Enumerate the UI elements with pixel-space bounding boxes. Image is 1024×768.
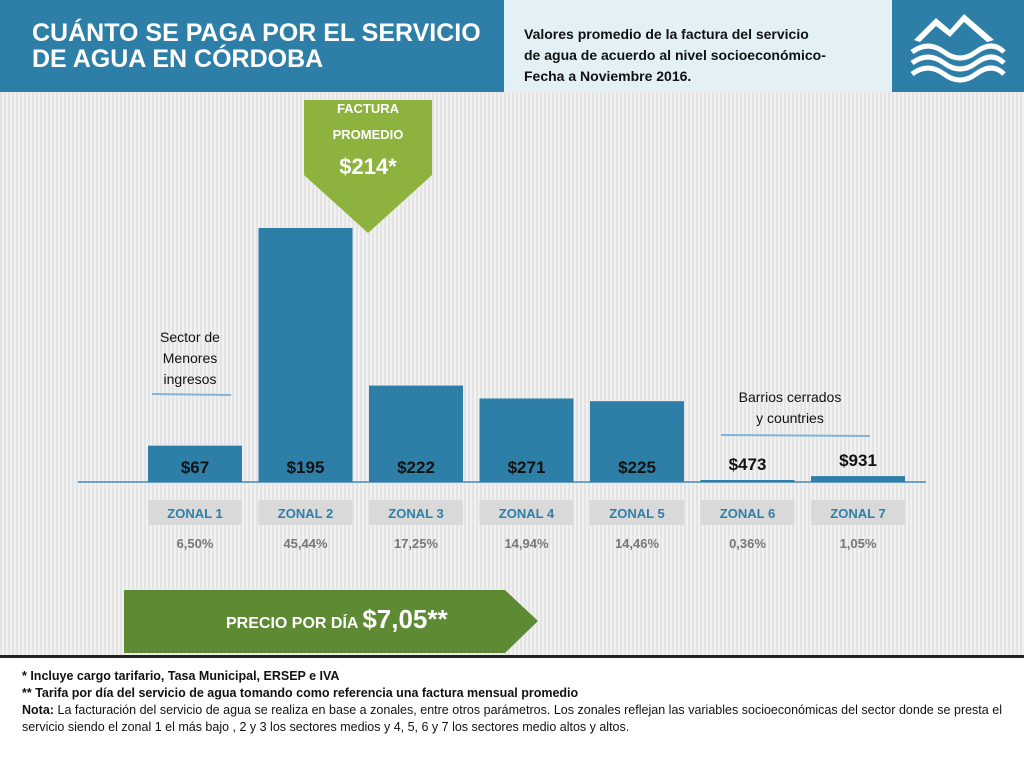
zone-label-3: ZONAL 3 xyxy=(388,506,443,521)
zone-share-6: 0,36% xyxy=(729,536,766,551)
callout-label-line-1: FACTURA xyxy=(336,101,400,116)
zone-share-7: 1,05% xyxy=(840,536,877,551)
price-per-day: PRECIO POR DÍA $7,05** xyxy=(226,604,448,635)
zone-label-6: ZONAL 6 xyxy=(720,506,775,521)
high-annotation-line-1: Barrios cerrados xyxy=(738,389,842,405)
bar-value-label-2: $195 xyxy=(287,458,325,477)
callout-label: FACTURA PROMEDIO xyxy=(304,96,432,148)
zone-label-box-3 xyxy=(369,500,463,525)
title-line-1: CUÁNTO SE PAGA POR EL SERVICIO xyxy=(32,19,481,47)
callout-arrow xyxy=(304,100,432,233)
header: CUÁNTO SE PAGA POR EL SERVICIO DE AGUA E… xyxy=(0,0,1024,92)
callout-value: $214* xyxy=(339,154,397,179)
bar-zonal-4 xyxy=(479,398,574,482)
bar-zonal-2 xyxy=(258,228,353,482)
subtitle-box: Valores promedio de la factura del servi… xyxy=(504,0,892,92)
bar-zonal-3 xyxy=(369,385,463,482)
bar-zonal-1 xyxy=(148,445,242,482)
bar-value-label-4: $271 xyxy=(508,458,546,477)
subtitle-line-1: Valores promedio de la factura del servi… xyxy=(524,26,809,42)
callout-label-line-2: PROMEDIO xyxy=(332,127,404,142)
zone-label-box-6 xyxy=(700,500,795,525)
zone-label-box-2 xyxy=(258,500,353,525)
logo-box xyxy=(892,0,1024,92)
footnote-1: * Incluye cargo tarifario, Tasa Municipa… xyxy=(22,669,340,683)
zone-label-7: ZONAL 7 xyxy=(830,506,885,521)
zone-label-box-4 xyxy=(479,500,574,525)
footer-divider xyxy=(0,655,1024,658)
bar-value-label-6: $473 xyxy=(729,455,767,474)
low-annotation-line-3: ingresos xyxy=(163,371,217,387)
bar-zonal-7 xyxy=(811,476,905,482)
bar-value-label-3: $222 xyxy=(397,458,435,477)
zone-label-box-7 xyxy=(811,500,905,525)
high-annotation-underline xyxy=(720,434,871,437)
page-title: CUÁNTO SE PAGA POR EL SERVICIO DE AGUA E… xyxy=(32,20,481,72)
bar-zonal-5 xyxy=(590,401,684,482)
zone-label-1: ZONAL 1 xyxy=(167,506,222,521)
low-annotation-line-1: Sector de xyxy=(160,329,220,345)
low-annotation-underline xyxy=(151,393,232,396)
zone-label-5: ZONAL 5 xyxy=(609,506,664,521)
zone-label-box-1 xyxy=(148,500,242,525)
subtitle: Valores promedio de la factura del servi… xyxy=(524,24,884,87)
title-box: CUÁNTO SE PAGA POR EL SERVICIO DE AGUA E… xyxy=(0,0,504,92)
price-per-day-value: $7,05** xyxy=(362,604,448,634)
bar-zonal-6 xyxy=(700,479,795,482)
high-annotation-line-2: y countries xyxy=(756,410,824,426)
zone-share-1: 6,50% xyxy=(177,536,214,551)
zone-share-5: 14,46% xyxy=(615,536,660,551)
footer-notes: * Incluye cargo tarifario, Tasa Municipa… xyxy=(22,668,1002,736)
bar-value-label-7: $931 xyxy=(839,451,877,470)
gated-community-annotation: Barrios cerrados y countries xyxy=(715,387,865,429)
bar-value-label-1: $67 xyxy=(181,458,209,477)
subtitle-line-2: de agua de acuerdo al nivel socioeconómi… xyxy=(524,47,826,63)
title-line-2: DE AGUA EN CÓRDOBA xyxy=(32,45,324,73)
zone-share-2: 45,44% xyxy=(283,536,328,551)
zone-label-4: ZONAL 4 xyxy=(499,506,555,521)
low-annotation-line-2: Menores xyxy=(162,350,218,366)
zone-share-3: 17,25% xyxy=(394,536,439,551)
subtitle-line-3: Fecha a Noviembre 2016. xyxy=(524,68,692,84)
zone-label-2: ZONAL 2 xyxy=(278,506,333,521)
low-income-annotation: Sector de Menores ingresos xyxy=(140,327,240,390)
footnote-2: ** Tarifa por día del servicio de agua t… xyxy=(22,686,579,700)
price-per-day-label: PRECIO POR DÍA xyxy=(226,615,363,632)
water-mountain-logo-icon xyxy=(910,14,1006,83)
price-banner xyxy=(124,590,538,653)
bar-value-label-5: $225 xyxy=(618,458,656,477)
note-text: La facturación del servicio de agua se r… xyxy=(22,703,1002,734)
zone-label-box-5 xyxy=(590,500,684,525)
zone-share-4: 14,94% xyxy=(504,536,549,551)
chart-area xyxy=(0,92,1024,657)
footnote-note: Nota: La facturación del servicio de agu… xyxy=(22,702,1002,736)
note-label: Nota: xyxy=(22,703,54,717)
